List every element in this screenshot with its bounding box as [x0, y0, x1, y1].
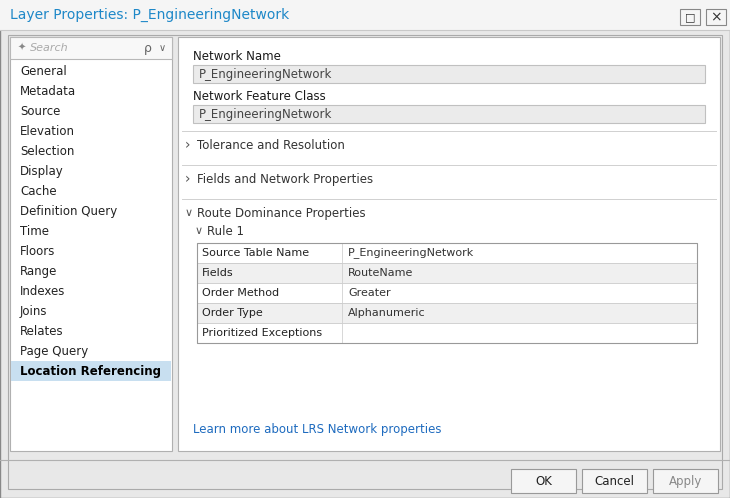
Bar [197, 283, 342, 303]
Text: Network Name: Network Name [193, 49, 281, 63]
Text: Indexes: Indexes [20, 284, 66, 297]
Text: Display: Display [20, 164, 64, 177]
Bar [0, 0, 730, 30]
Text: □: □ [685, 12, 695, 22]
Text: Fields and Network Properties: Fields and Network Properties [197, 172, 373, 185]
Text: OK: OK [535, 475, 552, 488]
Text: Range: Range [20, 264, 58, 277]
Text: Learn more about LRS Network properties: Learn more about LRS Network properties [193, 422, 442, 435]
Text: Greater: Greater [348, 288, 391, 298]
Text: Apply: Apply [669, 475, 702, 488]
Bar [511, 469, 576, 493]
Text: Tolerance and Resolution: Tolerance and Resolution [197, 138, 345, 151]
Text: Cancel: Cancel [594, 475, 634, 488]
Bar [197, 263, 342, 283]
Bar [197, 283, 697, 303]
Bar [10, 37, 172, 451]
Text: Layer Properties: P_EngineeringNetwork: Layer Properties: P_EngineeringNetwork [10, 8, 289, 22]
Bar [197, 243, 342, 263]
Text: Page Query: Page Query [20, 345, 88, 358]
Text: P_EngineeringNetwork: P_EngineeringNetwork [199, 68, 332, 81]
Bar [178, 37, 720, 451]
Bar [653, 469, 718, 493]
Text: RouteName: RouteName [348, 268, 413, 278]
Text: ›: › [185, 138, 191, 152]
Text: Floors: Floors [20, 245, 55, 257]
Text: Network Feature Class: Network Feature Class [193, 90, 326, 103]
Text: P_EngineeringNetwork: P_EngineeringNetwork [348, 248, 474, 258]
Text: ∨: ∨ [195, 226, 203, 236]
Text: Time: Time [20, 225, 49, 238]
Bar [197, 243, 697, 343]
Bar [197, 263, 697, 283]
Bar [193, 105, 705, 123]
Text: Metadata: Metadata [20, 85, 76, 98]
Text: ×: × [710, 10, 722, 24]
Text: Cache: Cache [20, 184, 57, 198]
Bar [197, 323, 342, 343]
Text: ∨: ∨ [185, 208, 193, 218]
Bar [197, 303, 342, 323]
Text: Alphanumeric: Alphanumeric [348, 308, 426, 318]
Text: General: General [20, 65, 66, 78]
Bar [706, 9, 726, 25]
Text: ›: › [185, 172, 191, 186]
Text: Order Method: Order Method [202, 288, 279, 298]
Text: Source Table Name: Source Table Name [202, 248, 309, 258]
Text: Location Referencing: Location Referencing [20, 365, 161, 377]
Bar [582, 469, 647, 493]
Text: Relates: Relates [20, 325, 64, 338]
Bar [197, 303, 697, 323]
Text: Joins: Joins [20, 304, 47, 318]
Text: Definition Query: Definition Query [20, 205, 118, 218]
Bar [10, 37, 172, 59]
Bar [193, 65, 705, 83]
Text: Route Dominance Properties: Route Dominance Properties [197, 207, 366, 220]
Text: Source: Source [20, 105, 61, 118]
Text: Elevation: Elevation [20, 124, 75, 137]
Text: Fields: Fields [202, 268, 234, 278]
Bar [680, 9, 700, 25]
Bar [197, 243, 697, 263]
Text: Rule 1: Rule 1 [207, 225, 244, 238]
Text: Selection: Selection [20, 144, 74, 157]
Text: Prioritized Exceptions: Prioritized Exceptions [202, 328, 322, 338]
Text: Search: Search [30, 43, 69, 53]
Text: ρ: ρ [144, 41, 152, 54]
Text: P_EngineeringNetwork: P_EngineeringNetwork [199, 108, 332, 121]
Text: ∨: ∨ [158, 43, 166, 53]
Text: ✦: ✦ [18, 43, 26, 53]
Bar [11, 361, 171, 381]
Bar [197, 323, 697, 343]
Text: Order Type: Order Type [202, 308, 263, 318]
